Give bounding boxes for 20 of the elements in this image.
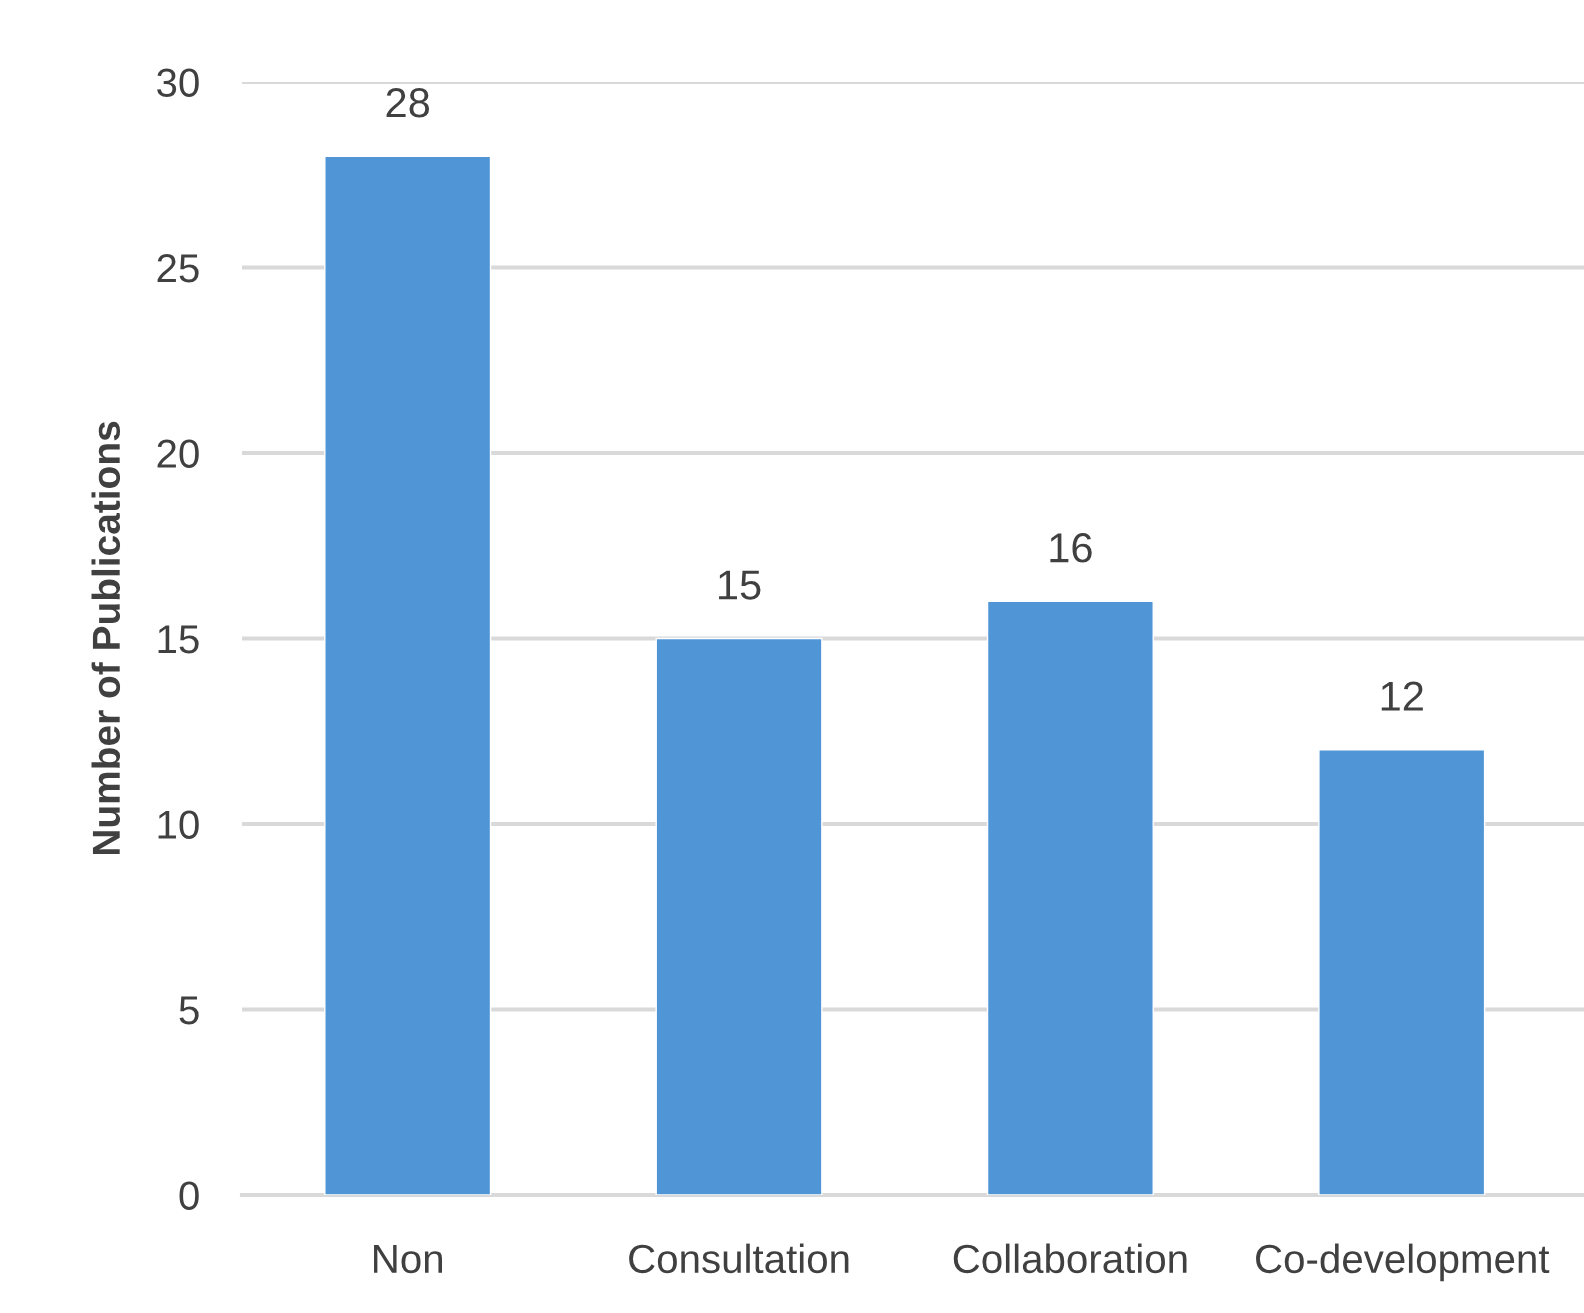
- bar: [1318, 749, 1486, 1195]
- data-label: 16: [1050, 533, 1092, 563]
- y-tick-label: 0: [179, 1181, 199, 1210]
- data-label: 15: [719, 570, 761, 600]
- data-label: 28: [386, 87, 430, 118]
- y-tick-label: 5: [179, 996, 199, 1025]
- y-tick-label: 25: [157, 253, 199, 283]
- bar: [986, 600, 1154, 1195]
- bar: [655, 637, 823, 1195]
- y-tick-label: 20: [157, 439, 199, 468]
- y-tick-label: 30: [157, 68, 199, 97]
- x-tick-label: Co-development: [1256, 1243, 1550, 1282]
- data-label: 12: [1381, 681, 1423, 711]
- y-tick-label: 10: [158, 810, 199, 839]
- x-tick-label: Collaboration: [953, 1243, 1187, 1274]
- y-tick-label: 15: [158, 625, 199, 654]
- x-tick-label: Non: [374, 1245, 443, 1274]
- y-axis-title: Number of Publications: [91, 421, 121, 855]
- x-tick-label: Consultation: [629, 1243, 849, 1274]
- bar: [324, 155, 492, 1195]
